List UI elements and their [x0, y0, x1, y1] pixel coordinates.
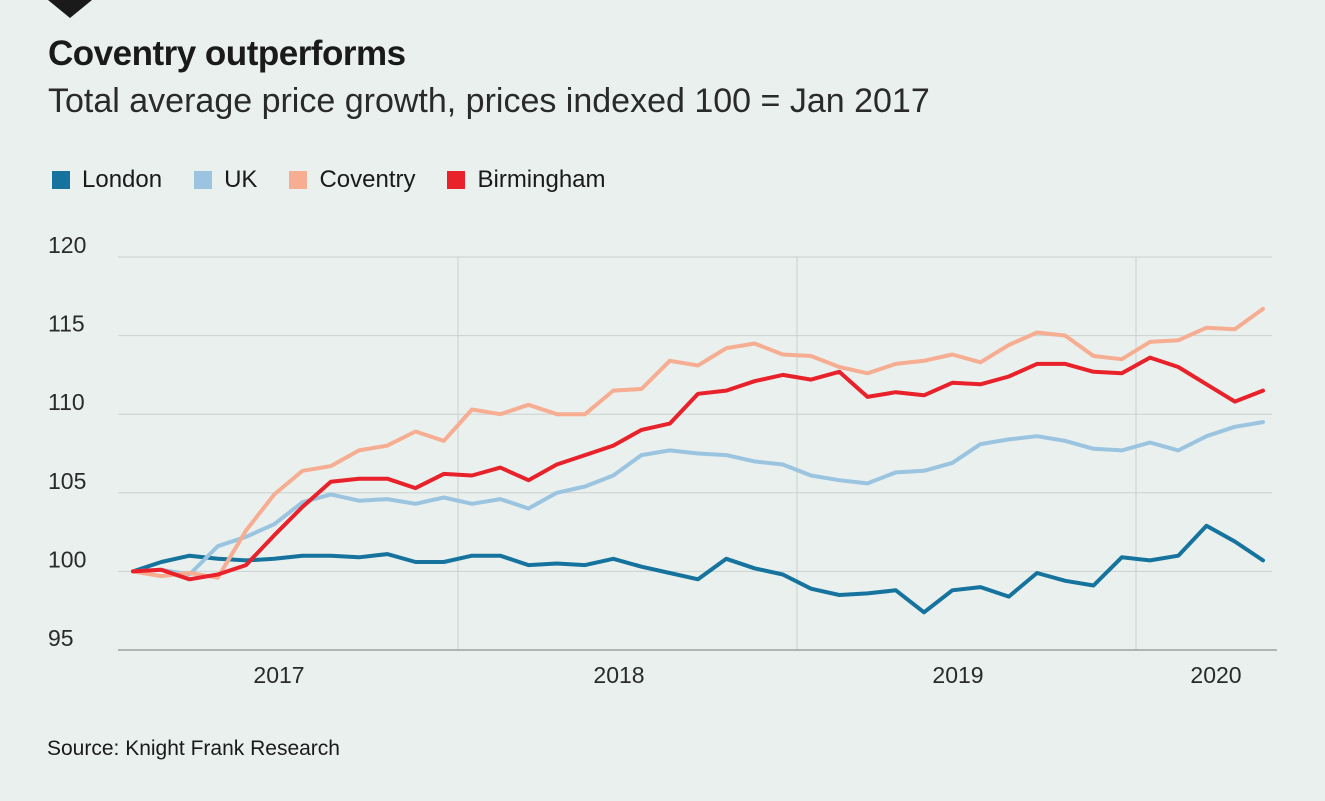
chart-title: Coventry outperforms — [48, 34, 406, 73]
legend-label-uk: UK — [224, 166, 258, 193]
x-tick-label-2018: 2018 — [593, 662, 644, 688]
brand-logo-mark — [48, 0, 92, 18]
legend-swatch-birmingham — [447, 171, 466, 189]
series-line-coventry — [131, 306, 1265, 580]
y-tick-label-100: 100 — [48, 546, 86, 572]
legend-label-coventry: Coventry — [319, 166, 416, 193]
legend-swatch-uk — [194, 171, 213, 189]
y-tick-label-105: 105 — [48, 468, 86, 494]
y-tick-label-115: 115 — [48, 311, 85, 337]
legend-item-birmingham: Birmingham — [447, 166, 606, 194]
y-tick-label-110: 110 — [48, 389, 85, 415]
series-line-birmingham — [131, 355, 1265, 582]
legend-item-coventry: Coventry — [289, 166, 415, 194]
x-tick-label-2019: 2019 — [932, 662, 983, 688]
chart-subtitle: Total average price growth, prices index… — [48, 82, 930, 120]
legend-item-london: London — [52, 166, 162, 194]
legend-item-uk: UK — [194, 166, 257, 194]
series-line-uk — [131, 420, 1265, 577]
legend-label-london: London — [82, 166, 163, 193]
y-tick-label-95: 95 — [48, 625, 74, 651]
legend-swatch-coventry — [289, 171, 308, 189]
source-note: Source: Knight Frank Research — [47, 737, 340, 760]
x-tick-label-2020: 2020 — [1190, 662, 1241, 688]
legend-label-birmingham: Birmingham — [477, 166, 606, 193]
x-tick-label-2017: 2017 — [253, 662, 304, 688]
series-line-london — [131, 523, 1265, 615]
legend-swatch-london — [52, 171, 70, 189]
y-tick-label-120: 120 — [48, 232, 86, 258]
chart-legend: London UK Coventry Birmingham — [52, 166, 638, 194]
